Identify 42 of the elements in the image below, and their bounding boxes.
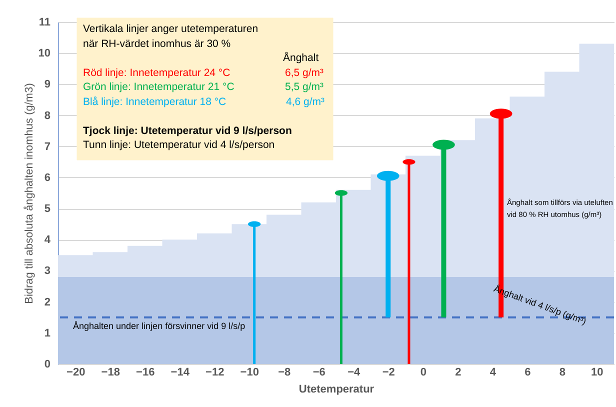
annotation: Vertikala linjer anger utetemperaturen (83, 23, 258, 35)
x-tick-label: −12 (206, 366, 224, 378)
y-tick-label: 1 (44, 327, 50, 340)
x-tick-label: −20 (66, 366, 86, 378)
x-tick-label: −16 (136, 366, 155, 378)
x-tick-label: −6 (312, 366, 326, 378)
x-tick-label: −2 (382, 366, 395, 378)
x-tick-label: −4 (348, 366, 362, 378)
annotation: 5,5 g/m³ (285, 81, 324, 93)
annotation: när RH-värdet inomhus är 30 % (83, 38, 231, 50)
y-tick-label: 5 (44, 203, 50, 216)
y-tick-label: 9 (44, 78, 50, 91)
annotation: 4,6 g/m³ (286, 96, 326, 108)
y-tick-label: 2 (44, 296, 50, 308)
x-axis-title: Utetemperatur (298, 384, 375, 396)
x-tick-label: 6 (524, 366, 531, 378)
annotation: Grön linje: Innetemperatur 21 °C (83, 81, 235, 93)
annotation: Ånghalt (283, 51, 319, 64)
y-tick-label: 10 (38, 48, 50, 60)
x-tick-label: 10 (591, 366, 604, 378)
y-tick-label: 0 (44, 358, 50, 370)
y-axis-title: Bidrag till absoluta ånghalten inomhus (g/m3) (23, 83, 36, 304)
x-tick-label: −14 (170, 366, 190, 378)
annotation: Blå linje: Innetemperatur 18 °C (83, 96, 227, 108)
x-tick-label: −10 (240, 366, 259, 378)
annotation: 6,5 g/m³ (285, 67, 324, 79)
x-tick-label: 4 (490, 366, 497, 378)
x-tick-label: 0 (420, 366, 426, 378)
x-tick-label: −18 (101, 366, 120, 378)
x-tick-label: 2 (455, 366, 462, 378)
x-tick-label: 8 (559, 366, 566, 378)
y-tick-label: 4 (44, 234, 52, 246)
x-tick-label: −8 (278, 366, 291, 378)
y-tick-label: 7 (44, 140, 50, 153)
y-tick-label: 6 (44, 172, 50, 184)
y-tick-label: 8 (44, 110, 50, 122)
y-tick-label: 11 (38, 16, 50, 28)
annotation: Tunn linje: Utetemperatur vid 4 l/s/person (83, 139, 275, 151)
annotation: Röd linje: Innetemperatur 24 °C (83, 67, 231, 79)
y-tick-label: 3 (44, 265, 50, 278)
ref-line-label: Ånghalten under linjen försvinner vid 9 l/s/p (73, 321, 246, 331)
annotation: Tjock linje: Utetemperatur vid 9 l/s/person (83, 125, 292, 137)
